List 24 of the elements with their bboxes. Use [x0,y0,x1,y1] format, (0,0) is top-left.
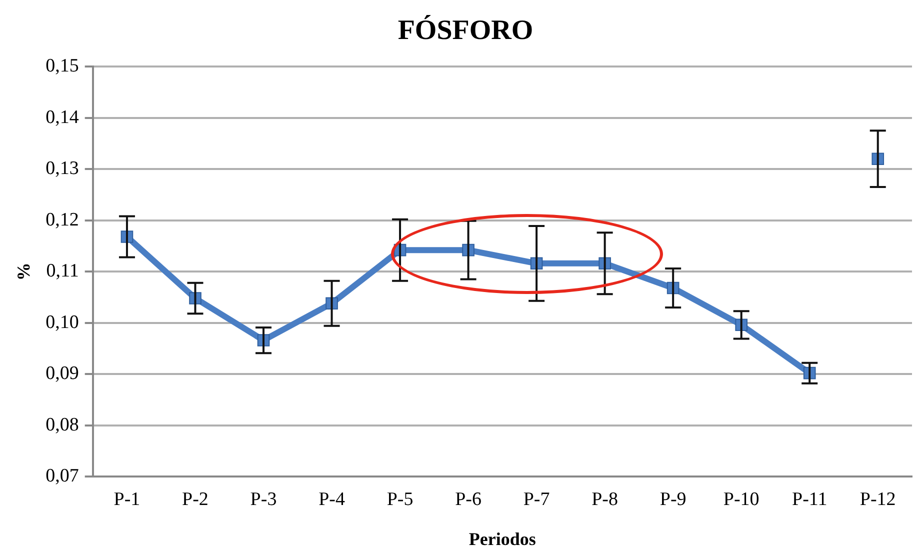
x-tick-label: P-9 [660,488,686,510]
y-tick-label: 0,12 [46,209,79,230]
x-tick-label: P-12 [860,488,896,510]
x-tick-label: P-11 [792,488,828,510]
y-tick-label: 0,14 [46,106,80,128]
y-tick-label: 0,07 [46,466,79,487]
x-tick-label: P-10 [723,488,760,510]
x-tick-label: P-5 [386,488,414,510]
y-tick-label: 0,13 [46,158,79,180]
y-tick-label: 0,09 [46,363,79,384]
chart-title: FÓSFORO [398,14,534,46]
x-tick-label: P-4 [318,488,346,510]
x-tick-label: P-1 [114,488,140,510]
x-tick-label: P-6 [455,488,482,510]
x-axis-title: Periodos [468,528,536,549]
x-tick-label: P-7 [523,488,550,510]
x-tick-label: P-8 [592,488,618,510]
y-tick-label: 0,10 [46,312,79,333]
y-axis-title: % [13,262,34,281]
y-tick-label: 0,11 [46,260,79,282]
y-tick-label: 0,08 [46,414,79,436]
x-tick-label: P-3 [250,488,277,510]
x-tick-label: P-2 [182,488,208,510]
y-tick-label: 0,15 [46,56,79,77]
